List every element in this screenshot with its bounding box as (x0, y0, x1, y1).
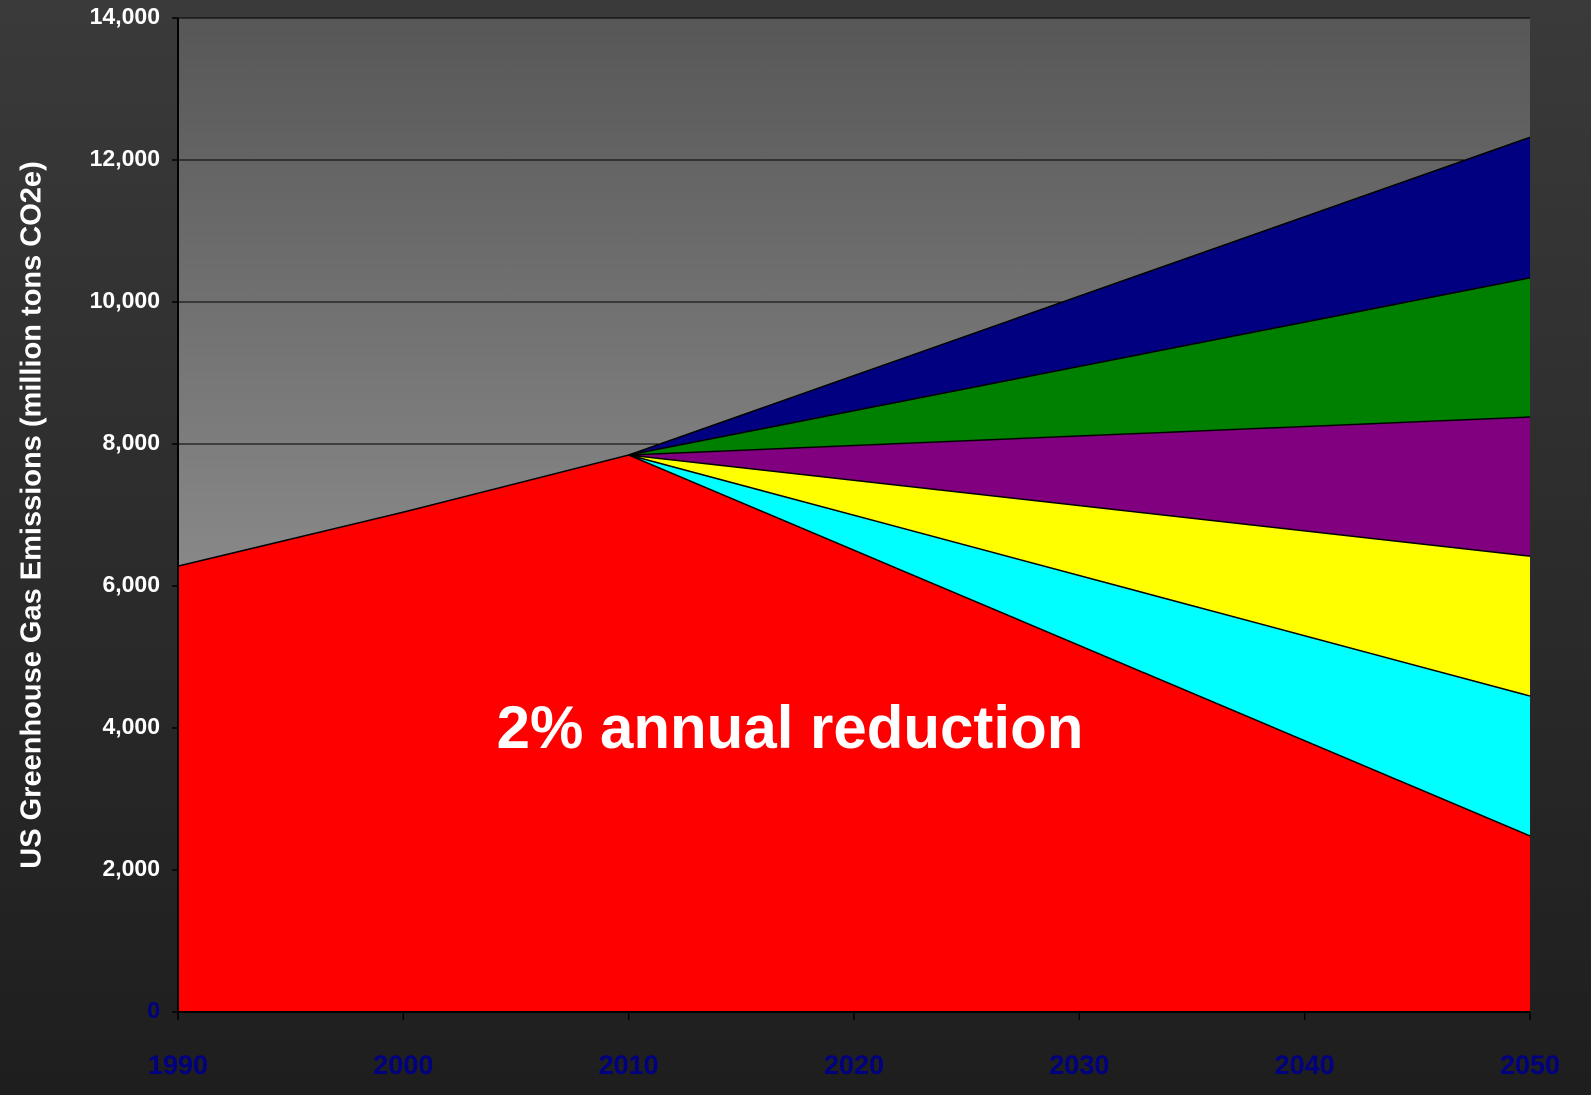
area (178, 455, 1530, 1012)
y-tick-label: 0 (147, 997, 160, 1023)
y-tick-label: 8,000 (102, 429, 160, 455)
y-tick-label: 6,000 (102, 571, 160, 597)
x-tick-label: 2050 (1500, 1050, 1560, 1080)
y-tick-label: 14,000 (90, 3, 160, 29)
area-outline (628, 277, 1531, 456)
x-tick-label: 2030 (1049, 1050, 1109, 1080)
area-outline (177, 454, 1531, 837)
x-tick-label: 2010 (599, 1050, 659, 1080)
x-tick-label: 2000 (373, 1050, 433, 1080)
area-outline (628, 454, 1531, 557)
area-outline (628, 136, 1531, 456)
y-axis-label: US Greenhouse Gas Emissions (million ton… (16, 161, 48, 868)
annotation: 2% annual reduction (497, 694, 1084, 761)
x-tick-label: 2020 (824, 1050, 884, 1080)
x-tick-label: 2040 (1275, 1050, 1335, 1080)
area-outline (628, 416, 1531, 456)
y-tick-label: 2,000 (102, 855, 160, 881)
x-tick-label: 1990 (148, 1050, 208, 1080)
y-tick-label: 10,000 (90, 287, 160, 313)
area-outline (628, 454, 1531, 697)
y-tick-label: 12,000 (90, 145, 160, 171)
y-tick-label: 4,000 (102, 713, 160, 739)
